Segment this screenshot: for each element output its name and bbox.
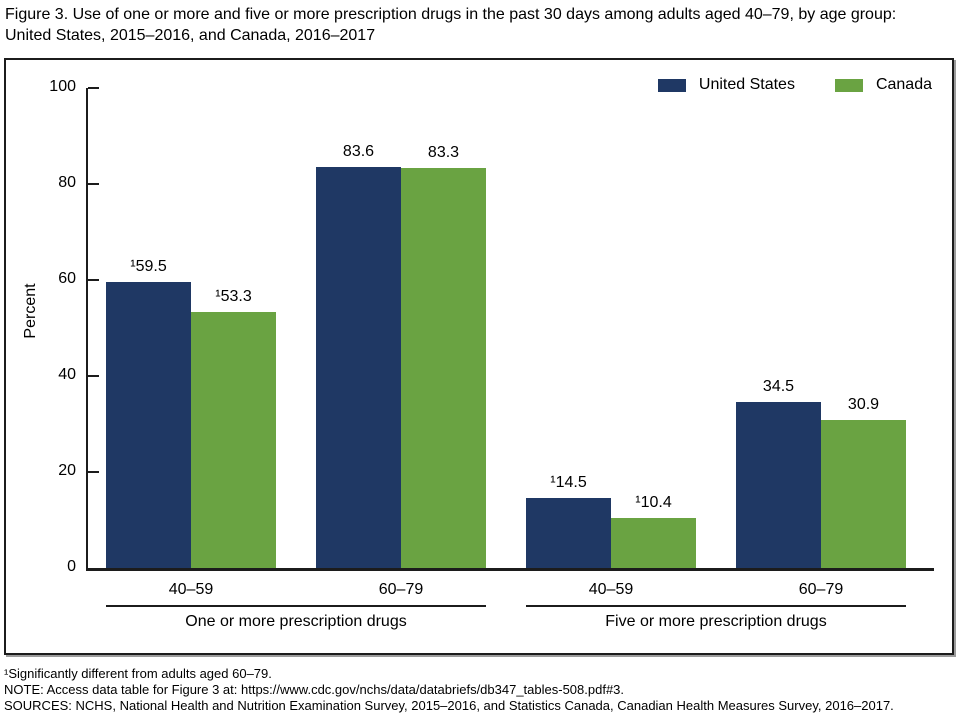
footnote-note: NOTE: Access data table for Figure 3 at:… (4, 682, 625, 697)
footnote-significance: ¹Significantly different from adults age… (4, 666, 272, 681)
x-category-label: 40–59 (588, 581, 634, 598)
bar-value-label: ¹14.5 (550, 474, 587, 492)
section-underline (106, 605, 486, 607)
y-axis-line (86, 88, 88, 571)
y-axis-title: Percent (22, 283, 39, 339)
legend: United States Canada (657, 76, 932, 94)
y-tick (88, 375, 99, 377)
bar-canada (401, 168, 486, 568)
bar-canada (191, 312, 276, 568)
x-category-label: 60–79 (798, 581, 844, 598)
y-tick (88, 183, 99, 185)
bar-united-states (316, 166, 401, 568)
chart-frame: 0 20 40 60 80 100 ¹59.5 ¹53.3 40–59 83.6 83.3 60–79… (4, 58, 954, 655)
bar-value-label: ¹53.3 (215, 288, 252, 306)
figure-title: Figure 3. Use of one or more and five or… (5, 6, 897, 44)
x-axis-line (86, 568, 934, 571)
bar-canada (611, 518, 696, 568)
x-category-label: 40–59 (168, 581, 214, 598)
y-tick-label: 100 (49, 78, 76, 95)
y-tick (88, 87, 99, 89)
y-tick-label: 80 (58, 174, 76, 191)
section-label: One or more prescription drugs (185, 613, 407, 630)
bar-united-states (526, 498, 611, 568)
y-tick-label: 20 (58, 462, 76, 479)
legend-item-canada: Canada (834, 76, 932, 94)
y-tick (88, 471, 99, 473)
bar-united-states (106, 282, 191, 568)
legend-swatch-united-states (657, 78, 686, 92)
bar-value-label: 34.5 (762, 378, 795, 396)
y-tick (88, 279, 99, 281)
section-underline (526, 605, 906, 607)
bar-united-states (736, 402, 821, 568)
y-tick-label: 40 (58, 366, 76, 383)
bar-value-label: 83.3 (427, 144, 460, 162)
legend-label-canada: Canada (875, 76, 932, 93)
footnote-sources: SOURCES: NCHS, National Health and Nutri… (4, 698, 894, 713)
bar-value-label: ¹10.4 (635, 494, 672, 512)
footnotes: ¹Significantly different from adults age… (4, 666, 956, 714)
y-tick-label: 60 (58, 270, 76, 287)
bar-value-label: 83.6 (342, 142, 375, 160)
legend-label-united-states: United States (698, 76, 795, 93)
legend-item-united-states: United States (657, 76, 795, 94)
x-category-label: 60–79 (378, 581, 424, 598)
legend-swatch-canada (834, 78, 863, 92)
plot-area: 0 20 40 60 80 100 ¹59.5 ¹53.3 40–59 83.6 83.3 60–79… (6, 60, 952, 653)
y-tick-label: 0 (67, 558, 76, 575)
bar-value-label: 30.9 (847, 395, 880, 413)
section-label: Five or more prescription drugs (605, 613, 827, 630)
bar-value-label: ¹59.5 (130, 258, 167, 276)
bar-canada (821, 419, 906, 568)
